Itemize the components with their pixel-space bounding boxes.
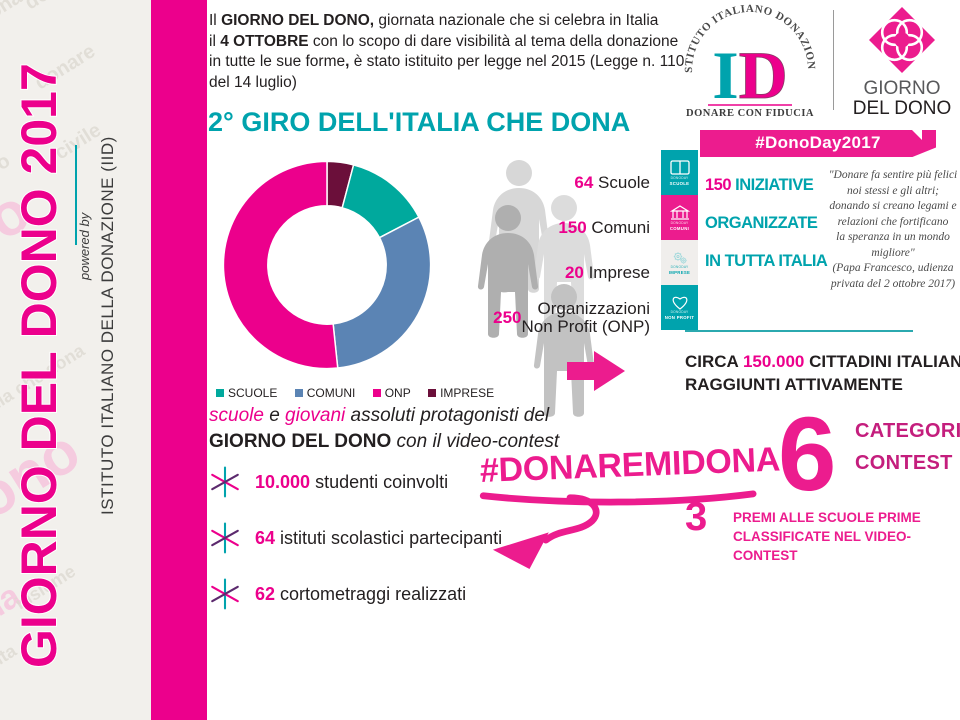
svg-text:DEL DONO: DEL DONO <box>853 98 952 119</box>
svg-text:GIORNO: GIORNO <box>863 78 940 99</box>
svg-text:DONARE CON FIDUCIA: DONARE CON FIDUCIA <box>686 108 814 119</box>
svg-text:ID: ID <box>712 37 788 113</box>
svg-text:donazione: donazione <box>21 0 117 14</box>
